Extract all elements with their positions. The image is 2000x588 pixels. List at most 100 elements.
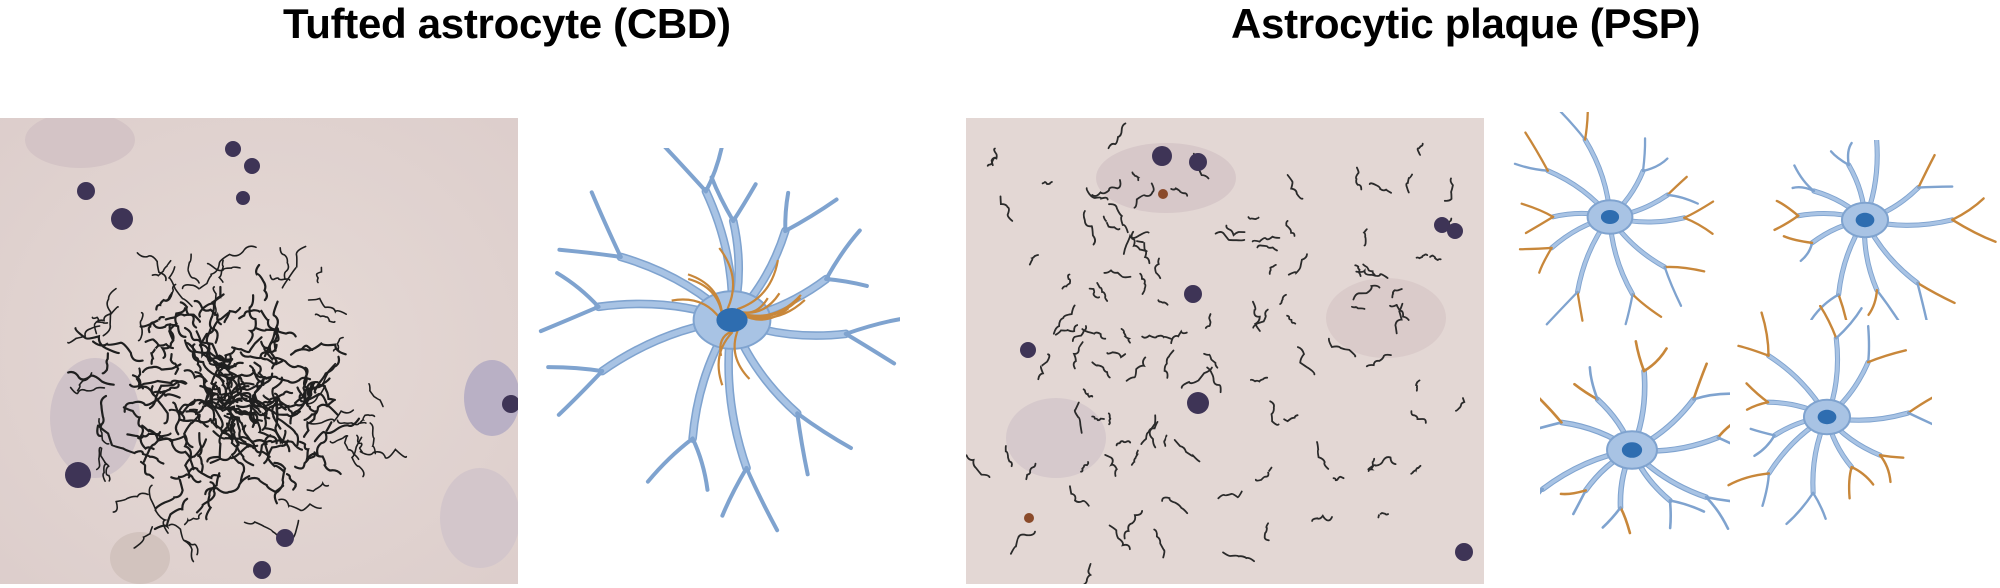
tau-thread [1153, 528, 1166, 559]
astrocyte-branch [1668, 499, 1672, 530]
tau-thread [1081, 328, 1107, 340]
tau-fiber [210, 382, 227, 396]
tau-fiber [170, 473, 202, 484]
astrocyte-branch [1775, 199, 1800, 217]
tau-fiber [131, 374, 181, 399]
tau-fiber [98, 418, 110, 445]
tau-fiber [102, 287, 117, 337]
tau-fiber [217, 259, 225, 283]
tau-thread [1085, 187, 1109, 201]
tau-fiber [74, 327, 120, 355]
tau-fiber [359, 448, 408, 459]
astrocyte-branch [1745, 382, 1770, 404]
tau-thread [1107, 122, 1127, 150]
tau-thread [1443, 177, 1454, 202]
tau-thread [1080, 461, 1090, 473]
tau-thread [1028, 254, 1039, 266]
astrocyte-branch [1917, 185, 1954, 189]
tau-fiber [153, 497, 189, 531]
astrocyte-branch [1907, 396, 1932, 415]
astrocyte-branch [1683, 200, 1715, 219]
tau-thread [1214, 231, 1246, 242]
tau-fiber [273, 327, 280, 352]
tau-fiber [194, 371, 214, 398]
astrocyte-branch [1837, 293, 1848, 320]
tau-fiber [204, 475, 251, 496]
tau-thread [986, 156, 997, 167]
tau-thread [1083, 563, 1093, 584]
tau-thread [1256, 244, 1278, 252]
tau-thread [1004, 445, 1013, 468]
tau-fiber [210, 354, 226, 394]
astrocyte-branch [1917, 153, 1936, 189]
astrocyte-branch [546, 365, 605, 374]
astrocyte-branch [1559, 112, 1587, 141]
tau-thread [1362, 228, 1368, 247]
tau-fiber-threads [966, 122, 1466, 584]
tau-fiber [214, 418, 232, 439]
tau-fiber [182, 413, 201, 459]
tau-fiber [304, 377, 331, 401]
tau-thread [1173, 439, 1201, 463]
tau-thread [1163, 434, 1168, 447]
tau-thread [1351, 305, 1366, 310]
tau-fiber [200, 311, 230, 344]
tau-thread [1269, 400, 1280, 426]
tau-fiber [246, 294, 257, 345]
astrocyte-branch [1810, 293, 1840, 320]
tau-fiber [329, 434, 349, 444]
tau-fiber [281, 245, 307, 289]
tau-thread [1250, 376, 1269, 383]
astrocyte-branch [709, 175, 736, 223]
tau-fiber [92, 340, 144, 363]
astrocyte-branch [1951, 218, 1997, 243]
tau-fiber [315, 266, 323, 284]
astrocyte-branch [1538, 246, 1553, 274]
astrocyte-branch [783, 197, 839, 233]
tau-fiber [271, 376, 284, 430]
astrocyte-branch [1663, 265, 1706, 273]
tau-thread [1206, 366, 1222, 394]
tau-fiber [359, 414, 376, 424]
astrocyte-branch [690, 436, 710, 492]
tau-fiber [294, 455, 316, 470]
tau-thread [1297, 346, 1316, 376]
astrocyte-branch [589, 190, 623, 259]
tau-fiber [126, 433, 155, 451]
astrocyte-branch [1866, 324, 1871, 364]
tau-thread [1287, 253, 1308, 276]
tau-fiber [206, 423, 236, 463]
astrocyte-branch [1829, 150, 1850, 167]
proximal-tau [687, 277, 723, 314]
astrocyte-nucleus [1855, 212, 1875, 228]
tau-fiber [249, 377, 270, 410]
astrocyte-branch [1641, 137, 1647, 173]
tau-thread [1069, 485, 1090, 507]
cell-nuclei [1020, 146, 1473, 561]
tau-fiber [305, 382, 314, 405]
tau-thread [1108, 524, 1131, 551]
astrocyte-branch [1642, 347, 1668, 373]
astrocyte-branch [1745, 401, 1770, 411]
tau-thread [1263, 522, 1270, 542]
astrocyte-branch [1704, 495, 1730, 503]
astrocyte-branch [1524, 215, 1555, 235]
astrocyte-branch [1666, 193, 1699, 205]
tau-fiber [101, 352, 109, 375]
astrocyte-branch [1916, 281, 1928, 320]
astrocyte-branch [1666, 175, 1688, 197]
tau-fiber [148, 380, 188, 410]
astrocyte-branch [843, 331, 897, 366]
tau-fiber [184, 432, 203, 479]
tau-thread [1367, 456, 1397, 471]
tau-thread [1368, 182, 1392, 194]
tau-fiber [263, 300, 279, 358]
tau-fiber [123, 391, 166, 413]
tau-fiber [209, 381, 224, 430]
tau-fiber [269, 274, 291, 281]
astrocyte-branch [1540, 487, 1545, 495]
tau-fiber [343, 435, 360, 461]
tau-thread [1332, 475, 1345, 482]
tau-thread [1108, 203, 1129, 234]
tau-fiber [139, 460, 155, 479]
